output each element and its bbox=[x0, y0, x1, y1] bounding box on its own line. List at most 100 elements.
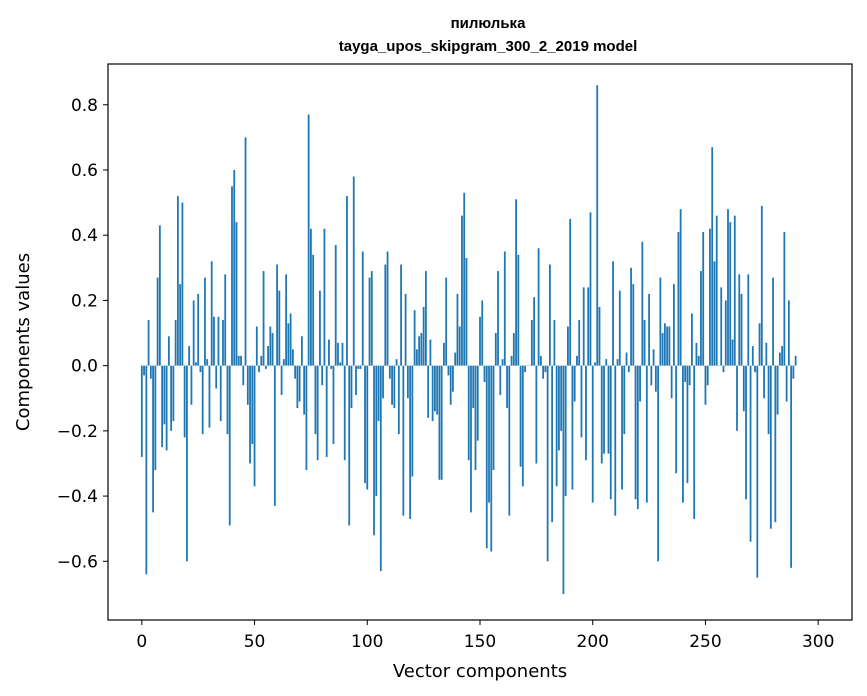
bar bbox=[769, 365, 772, 529]
bar bbox=[276, 264, 278, 366]
bar bbox=[467, 365, 470, 461]
bar bbox=[404, 293, 407, 366]
bar bbox=[418, 336, 421, 366]
bar bbox=[346, 196, 348, 366]
bar bbox=[413, 310, 416, 366]
x-tick-label: 250 bbox=[689, 632, 721, 652]
bar bbox=[249, 365, 251, 464]
bar bbox=[472, 365, 475, 409]
bar bbox=[515, 199, 517, 366]
bar bbox=[481, 300, 484, 366]
bar bbox=[679, 209, 682, 366]
bar bbox=[657, 365, 660, 562]
x-tick-label: 0 bbox=[136, 632, 147, 652]
bar bbox=[591, 365, 594, 503]
bar bbox=[503, 251, 506, 366]
x-tick-label: 300 bbox=[802, 632, 834, 652]
bar bbox=[269, 326, 272, 366]
bar bbox=[357, 365, 360, 369]
y-tick-label: 0.4 bbox=[71, 226, 98, 246]
y-tick-label: 0.6 bbox=[71, 161, 98, 181]
bar bbox=[328, 339, 330, 366]
bar bbox=[402, 365, 405, 516]
bar bbox=[217, 316, 220, 366]
bar bbox=[465, 258, 468, 366]
bar bbox=[255, 326, 258, 366]
bar bbox=[569, 218, 572, 366]
bar bbox=[431, 365, 434, 422]
x-axis-label: Vector components bbox=[393, 661, 567, 682]
x-tick-label: 50 bbox=[244, 632, 266, 652]
bar bbox=[183, 365, 186, 438]
bar bbox=[285, 274, 288, 366]
bar bbox=[228, 365, 231, 526]
bar bbox=[548, 264, 551, 366]
bar bbox=[296, 365, 299, 409]
bar bbox=[388, 365, 391, 379]
bar bbox=[176, 196, 179, 366]
bar bbox=[242, 365, 245, 386]
bar bbox=[567, 326, 569, 366]
bar bbox=[341, 342, 344, 366]
y-tick-label: −0.2 bbox=[57, 422, 98, 442]
bar bbox=[289, 313, 292, 366]
bar bbox=[731, 339, 734, 366]
bar bbox=[386, 251, 389, 366]
bar bbox=[384, 264, 387, 366]
y-axis-label: Components values bbox=[13, 253, 34, 431]
bar bbox=[483, 365, 486, 382]
bar bbox=[246, 365, 249, 405]
bar bbox=[199, 365, 202, 373]
bar bbox=[650, 365, 653, 386]
bar bbox=[582, 287, 585, 366]
bar bbox=[192, 300, 195, 366]
bar bbox=[303, 365, 306, 415]
bar bbox=[772, 277, 774, 366]
bar bbox=[488, 365, 490, 503]
x-axis-ticks: 0 50 100 150 200 250 300 bbox=[136, 620, 834, 652]
bar bbox=[589, 212, 592, 366]
bar bbox=[366, 365, 369, 490]
bar bbox=[492, 365, 495, 470]
bar bbox=[751, 346, 754, 366]
bar bbox=[700, 271, 702, 366]
bar bbox=[580, 365, 583, 438]
bar bbox=[715, 215, 718, 366]
bar bbox=[485, 365, 488, 549]
bar bbox=[767, 365, 770, 435]
bar bbox=[749, 365, 752, 542]
bar bbox=[298, 365, 301, 402]
bar bbox=[519, 365, 522, 467]
bar bbox=[393, 365, 396, 409]
bar bbox=[251, 365, 254, 444]
bar bbox=[787, 300, 790, 366]
bar bbox=[447, 365, 450, 376]
bar bbox=[339, 362, 342, 366]
bar bbox=[790, 365, 793, 568]
bar bbox=[663, 323, 666, 366]
bar bbox=[666, 326, 669, 366]
bar bbox=[152, 365, 154, 513]
bar bbox=[456, 293, 459, 366]
bar bbox=[763, 365, 765, 399]
bar bbox=[729, 222, 732, 366]
bar bbox=[494, 333, 497, 366]
bar bbox=[713, 261, 716, 366]
bar bbox=[659, 277, 662, 366]
bar bbox=[140, 365, 143, 457]
bar bbox=[350, 365, 353, 409]
bar bbox=[305, 365, 308, 470]
bar bbox=[163, 365, 166, 425]
bar bbox=[688, 365, 691, 386]
bar bbox=[691, 313, 693, 366]
bar bbox=[244, 137, 247, 366]
bar bbox=[697, 355, 700, 366]
bar bbox=[226, 365, 229, 435]
bar bbox=[506, 365, 508, 409]
bar bbox=[733, 215, 736, 366]
bar bbox=[533, 297, 536, 366]
bar bbox=[149, 365, 152, 379]
y-tick-label: 0.0 bbox=[71, 357, 98, 377]
bar bbox=[206, 359, 209, 366]
